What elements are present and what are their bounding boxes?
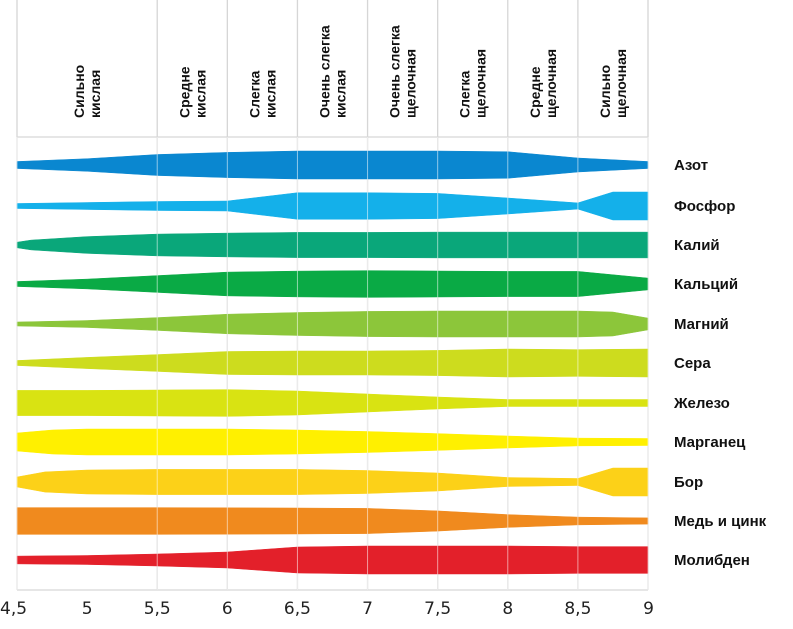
nutrient-label: Железо [673,395,730,412]
nutrient-band-5 [16,310,649,338]
ph-range-headers: Сильно кислая Средне кислая Слегка кислая Очен… [71,25,629,118]
nutrient-labels: Азот Фосфор Калий Кальций Магний Сера Железо Ма… [673,157,767,569]
ph-range-header: Средне кислая [176,66,208,118]
x-tick-label: 9 [643,599,654,619]
ph-range-header: Слегка щелочная [457,49,489,118]
ph-range-header: Сильно кислая [71,65,103,118]
ph-range-label: кислая [192,70,208,118]
nutrient-label: Фосфор [674,198,735,215]
ph-range-label: щелочная [403,49,419,118]
ph-range-label: Слегка [246,71,262,118]
nutrient-band-9 [16,467,649,497]
nutrient-label: Сера [674,355,711,372]
nutrient-bands [16,137,649,590]
ph-range-label: Очень слегка [387,25,403,118]
x-tick-label: 8,5 [564,599,591,619]
ph-range-label: Средне [176,66,192,118]
nutrient-band-6 [16,348,649,378]
nutrient-label: Азот [674,157,708,174]
nutrient-band-10 [16,507,649,535]
nutrient-band-8 [16,428,649,456]
nutrient-label: Медь и цинк [674,513,767,530]
nutrient-band-3 [16,231,649,259]
x-tick-label: 6 [222,599,233,619]
nutrient-label: Бор [674,474,703,491]
ph-range-label: кислая [333,70,349,118]
nutrient-label: Кальций [674,276,738,293]
nutrient-label: Калий [674,237,720,254]
nutrient-band-11 [16,545,649,575]
ph-range-label: щелочная [613,49,629,118]
x-tick-label: 6,5 [284,599,311,619]
ph-range-header: Очень слегка щелочная [387,25,419,118]
ph-range-header: Слегка кислая [246,70,278,118]
ph-range-header: Сильно щелочная [597,49,629,118]
ph-range-label: щелочная [473,49,489,118]
ph-range-label: щелочная [543,49,559,118]
nutrient-label: Молибден [674,552,750,569]
ph-range-label: Слегка [457,71,473,118]
nutrient-band-4 [16,270,649,298]
nutrient-band-1 [16,150,649,180]
x-tick-label: 7 [362,599,373,619]
ph-range-label: кислая [262,70,278,118]
x-tick-label: 7,5 [424,599,451,619]
ph-range-label: Сильно [71,65,87,118]
x-tick-label: 5 [82,599,93,619]
x-tick-label: 5,5 [144,599,171,619]
nutrient-label: Магний [674,316,729,333]
ph-range-header: Средне щелочная [527,49,559,118]
x-tick-label: 4,5 [0,599,27,619]
x-tick-label: 8 [502,599,513,619]
nutrient-label: Марганец [674,434,746,451]
ph-range-header: Очень слегка кислая [317,25,349,118]
nutrient-band-2 [16,191,649,221]
ph-range-label: Средне [527,66,543,118]
ph-range-label: Очень слегка [317,25,333,118]
x-axis-ticks: 4,5 5 5,5 6 6,5 7 7,5 8 8,5 9 [0,599,654,619]
ph-range-label: кислая [87,70,103,118]
ph-range-label: Сильно [597,65,613,118]
nutrient-band-7 [16,389,649,417]
